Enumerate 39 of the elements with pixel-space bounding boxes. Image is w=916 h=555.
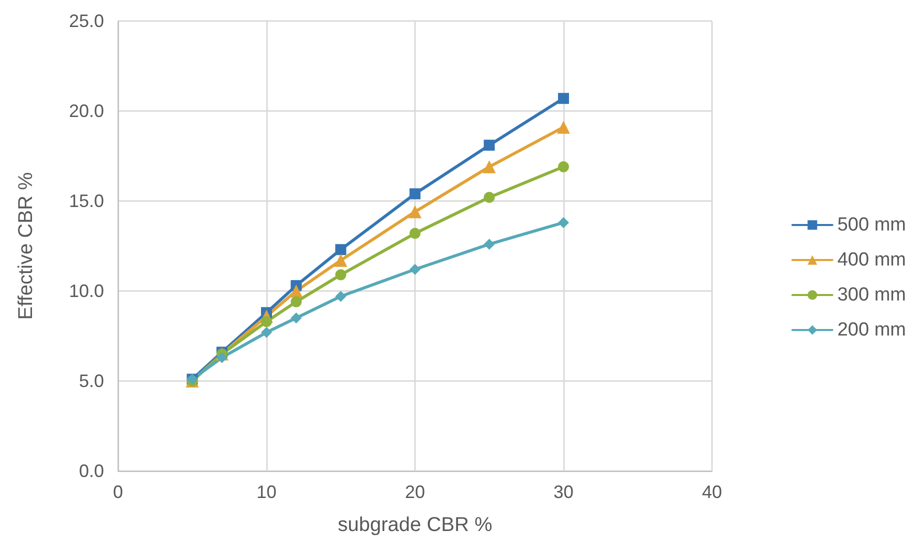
point	[290, 284, 303, 298]
y-tick-label: 0.0	[78, 461, 104, 481]
point	[408, 205, 422, 218]
x-axis-title: subgrade CBR %	[338, 514, 492, 536]
point	[335, 244, 346, 256]
y-axis-title: Effective CBR %	[15, 172, 37, 320]
y-tick-label: 5.0	[78, 371, 104, 391]
point	[410, 228, 420, 239]
point	[216, 352, 228, 364]
point	[261, 316, 272, 328]
point	[334, 254, 348, 267]
point	[410, 188, 420, 200]
point	[290, 296, 302, 308]
legend-label: 300 mm	[837, 284, 906, 306]
x-tick-label: 20	[404, 482, 426, 502]
point	[290, 312, 302, 324]
y-tick-label: 20.0	[68, 101, 104, 121]
point	[261, 326, 272, 338]
y-tick-label: 10.0	[68, 281, 104, 301]
x-tick-label: 0	[112, 482, 124, 502]
point	[335, 269, 346, 280]
point	[484, 140, 495, 151]
x-tick-label: 40	[702, 482, 722, 502]
point	[558, 217, 569, 228]
point	[335, 290, 346, 302]
y-tick-label: 25.0	[68, 11, 104, 31]
x-tick-label: 30	[553, 482, 574, 502]
legend-label: 200 mm	[837, 320, 906, 340]
legend-label: 400 mm	[837, 250, 906, 270]
point	[557, 120, 570, 134]
point	[558, 92, 569, 104]
point	[410, 264, 420, 275]
y-tick-label: 15.0	[68, 191, 104, 211]
x-tick-label: 10	[256, 482, 277, 502]
point	[484, 238, 495, 250]
point	[558, 161, 569, 172]
legend-label: 500 mm	[837, 214, 906, 236]
point	[482, 160, 496, 174]
point	[484, 192, 495, 203]
